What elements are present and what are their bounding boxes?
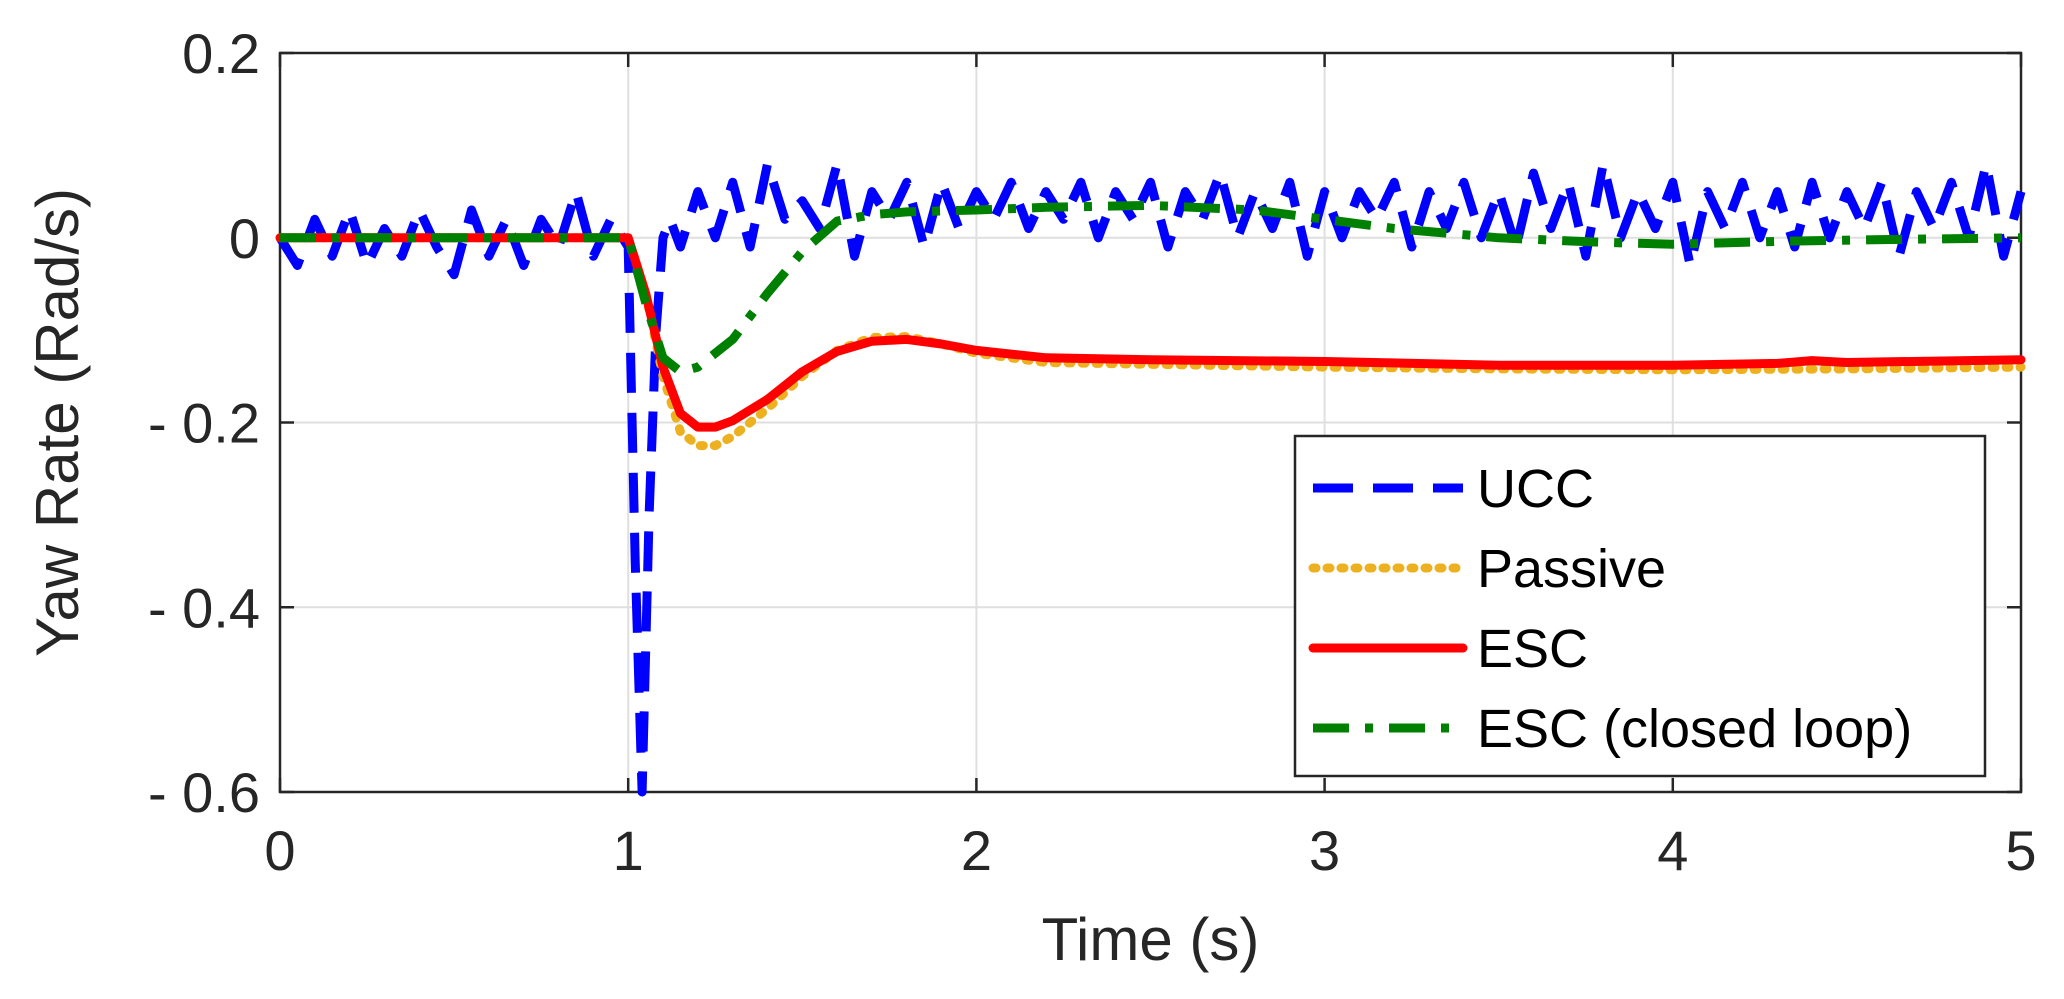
legend-label: Passive — [1477, 539, 1666, 599]
series-lines — [275, 159, 2026, 797]
series-line-passive — [275, 233, 2026, 451]
x-tick-label: 1 — [613, 819, 644, 882]
series-line-esc — [275, 233, 2026, 432]
y-tick-label: - 0.4 — [148, 576, 260, 639]
y-tick-label: - 0.2 — [148, 392, 260, 455]
y-tick-label: 0.2 — [182, 22, 260, 85]
x-tick-label: 5 — [2005, 819, 2036, 882]
legend-label: UCC — [1477, 459, 1594, 519]
legend-label: ESC (closed loop) — [1477, 699, 1912, 759]
series-line-ucc — [276, 159, 2026, 797]
x-axis-label: Time (s) — [1042, 906, 1260, 973]
x-tick-label: 2 — [961, 819, 992, 882]
x-tick-label: 0 — [264, 819, 295, 882]
y-axis-label: Yaw Rate (Rad/s) — [24, 188, 91, 657]
y-tick-label: 0 — [229, 207, 260, 270]
y-tick-label: - 0.6 — [148, 761, 260, 824]
legend-box — [1293, 434, 1987, 778]
x-tick-label: 3 — [1309, 819, 1340, 882]
legend-label: ESC — [1477, 619, 1588, 679]
series-line-esc-closed-loop — [280, 200, 2022, 377]
axis-ticks: 0 1 2 3 4 5 0.2 0 - 0.2 - 0.4 - 0.6 — [148, 22, 2037, 882]
x-tick-label: 4 — [1657, 819, 1688, 882]
legend: UCC Passive ESC ESC (closed loop) — [1293, 434, 1987, 778]
